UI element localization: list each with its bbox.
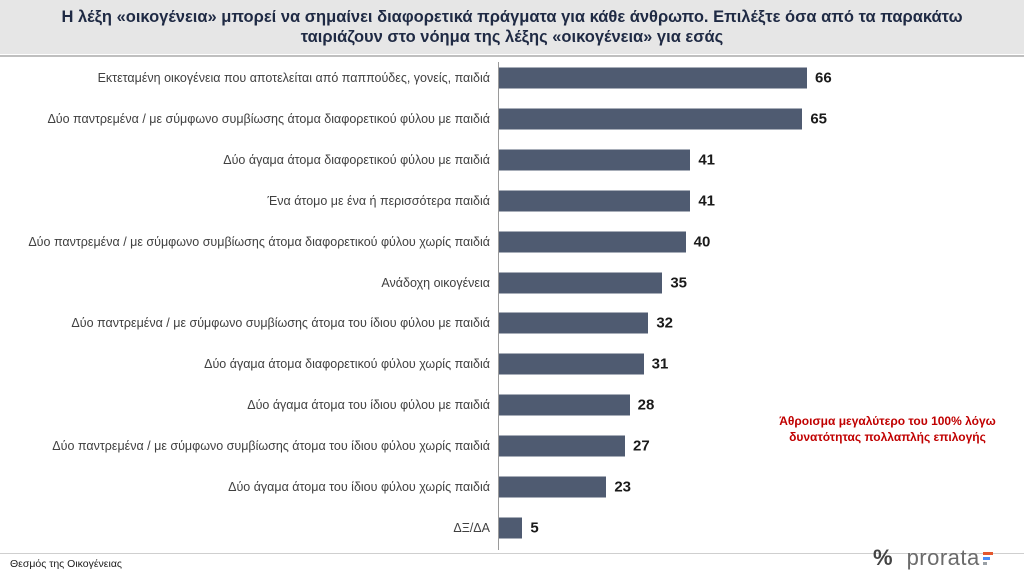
category-label: Ένα άτομο με ένα ή περισσότερα παιδιά [267, 193, 490, 208]
data-label: 23 [614, 478, 632, 496]
bar [499, 272, 663, 293]
category-label: Δύο άγαμα άτομα του ίδιου φύλου με παιδι… [247, 398, 490, 413]
data-label: 35 [670, 274, 688, 291]
bar [499, 435, 625, 457]
category-label: Δύο παντρεμένα / με σύμφωνο συμβίωσης άτ… [28, 234, 490, 249]
logo-wordmark: prorata [906, 545, 980, 570]
bar [499, 67, 807, 89]
category-label: Δύο παντρεμένα / με σύμφωνο συμβίωσης άτ… [52, 439, 490, 454]
bar [499, 149, 691, 171]
data-label: 66 [815, 69, 832, 87]
data-label: 32 [656, 314, 674, 332]
data-label: 65 [810, 110, 828, 128]
bar [499, 476, 607, 498]
header-divider [0, 55, 1024, 57]
data-label: 5 [530, 519, 539, 537]
source-label: Θεσμός της Οικογένειας [10, 558, 122, 570]
percent-logo-icon: % [873, 545, 893, 570]
data-label: 28 [637, 396, 655, 414]
bar [499, 394, 630, 416]
bar [499, 517, 523, 539]
bar [499, 190, 691, 212]
logo-bars-icon [982, 551, 993, 565]
bar [499, 231, 686, 253]
category-label: ΔΞ/ΔΑ [453, 520, 490, 535]
category-label: Δύο παντρεμένα / με σύμφωνο συμβίωσης άτ… [71, 316, 490, 331]
bar [499, 353, 644, 375]
data-label: 31 [651, 355, 669, 373]
footer-divider [0, 553, 1024, 554]
bar [499, 312, 649, 334]
category-label: Δύο παντρεμένα / με σύμφωνο συμβίωσης άτ… [47, 111, 490, 126]
category-label: Εκτεταμένη οικογένεια που αποτελείται απ… [97, 71, 490, 85]
data-label: 27 [633, 437, 650, 455]
prorata-logo: % prorata [873, 544, 993, 572]
category-label: Δύο άγαμα άτομα διαφορετικού φύλου χωρίς… [204, 357, 490, 372]
category-axis-line [498, 62, 499, 550]
chart-title: Η λέξη «οικογένεια» μπορεί να σημαίνει δ… [61, 8, 963, 46]
data-label: 41 [698, 151, 716, 169]
category-label: Δύο άγαμα άτομα του ίδιου φύλου χωρίς πα… [228, 480, 490, 494]
category-label: Ανάδοχη οικογένεια [381, 275, 490, 290]
multiple-choice-note: Άθροισμα μεγαλύτερο του 100% λόγω δυνατό… [779, 414, 996, 444]
bar [499, 108, 803, 130]
chart-header: Η λέξη «οικογένεια» μπορεί να σημαίνει δ… [0, 0, 1024, 54]
category-label: Δύο άγαμα άτομα διαφορετικού φύλου με πα… [223, 152, 490, 167]
data-label: 40 [693, 233, 711, 251]
data-label: 41 [698, 192, 716, 210]
